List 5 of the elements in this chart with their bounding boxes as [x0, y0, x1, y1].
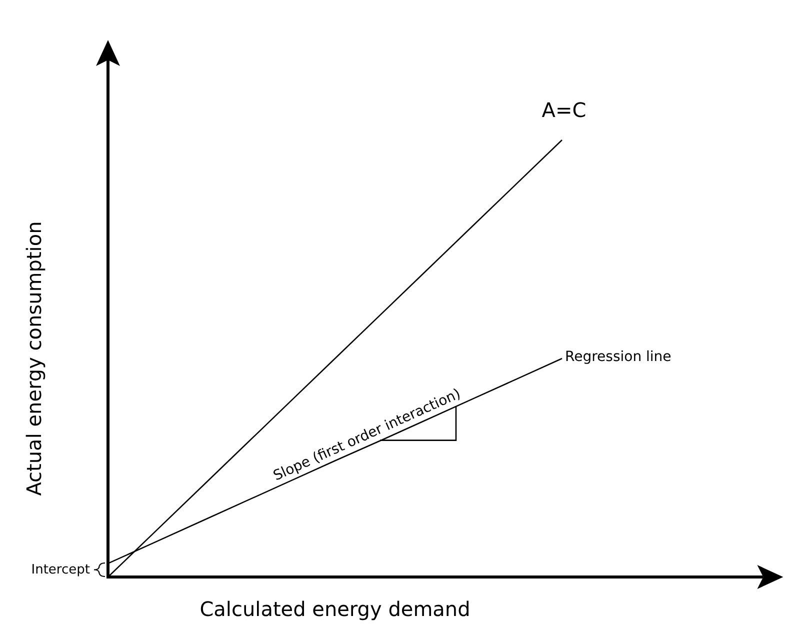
y-axis-title: Actual energy consumption: [22, 221, 46, 496]
x-axis-title: Calculated energy demand: [200, 597, 470, 622]
text: Intercept: [31, 562, 90, 578]
series-label: Regression line: [565, 349, 672, 366]
series-label: A=C: [542, 98, 586, 122]
